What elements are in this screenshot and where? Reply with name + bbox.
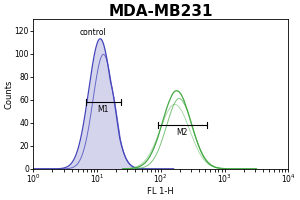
Y-axis label: Counts: Counts [4, 79, 13, 109]
X-axis label: FL 1-H: FL 1-H [147, 187, 174, 196]
Text: M1: M1 [98, 105, 109, 114]
Title: MDA-MB231: MDA-MB231 [109, 4, 213, 19]
Text: M2: M2 [176, 128, 188, 137]
Text: control: control [79, 28, 106, 37]
